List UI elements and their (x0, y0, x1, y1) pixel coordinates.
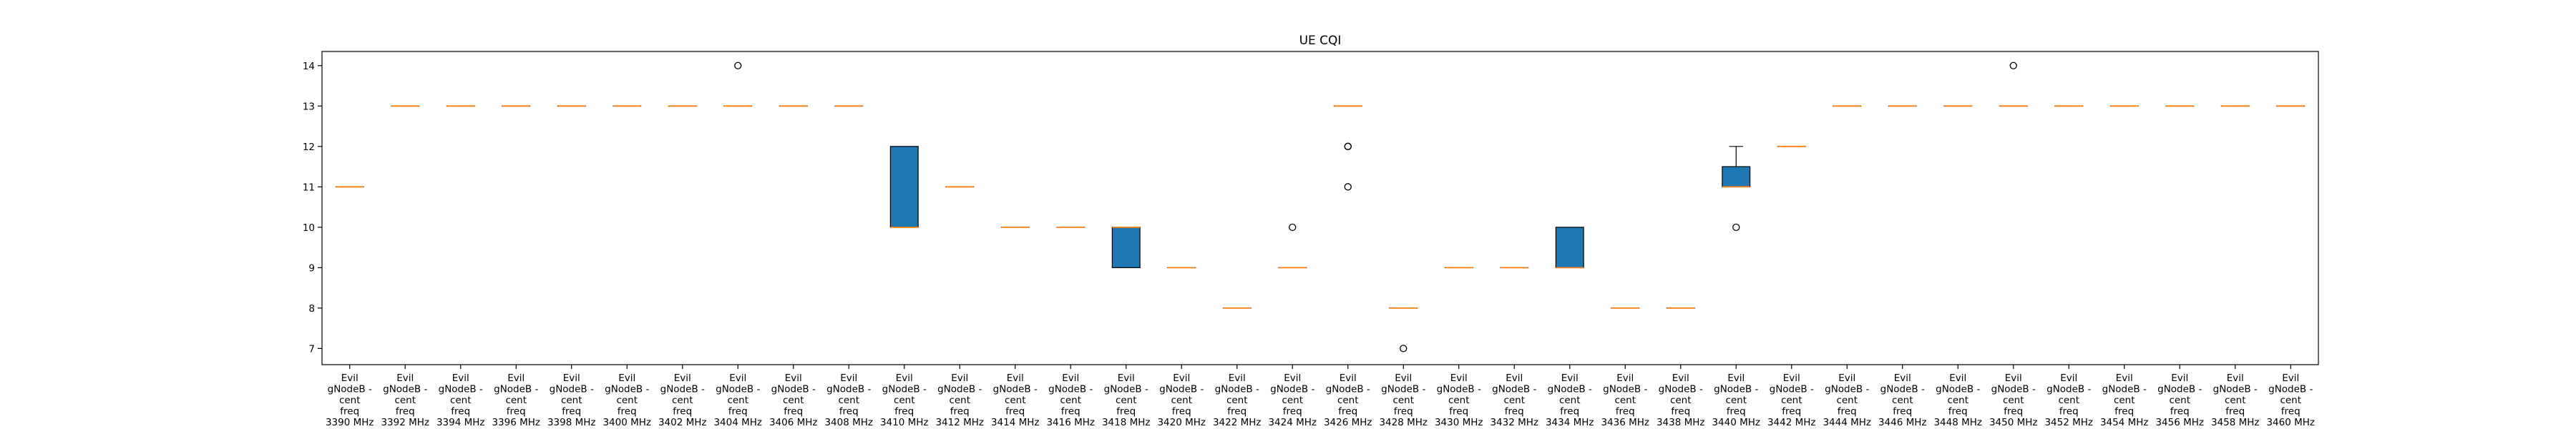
x-tick-label: Evil gNodeB -cent freq 3396 MHz (492, 373, 540, 428)
box-body (1111, 227, 1141, 268)
y-tick-label: 10 (303, 222, 315, 234)
outlier-point (1344, 142, 1352, 150)
x-tick-label: Evil gNodeB -cent freq 3416 MHz (1046, 373, 1095, 428)
x-tick-label: Evil gNodeB -cent freq 3452 MHz (2044, 373, 2093, 428)
x-tick-label: Evil gNodeB -cent freq 3414 MHz (991, 373, 1040, 428)
x-tick-label: Evil gNodeB -cent freq 3422 MHz (1213, 373, 1262, 428)
box-group (1278, 223, 1307, 269)
x-tick-label: Evil gNodeB -cent freq 3400 MHz (602, 373, 651, 428)
x-tick-label: Evil gNodeB -cent freq 3390 MHz (326, 373, 374, 428)
x-tick-label: Evil gNodeB -cent freq 3410 MHz (880, 373, 929, 428)
x-tick-label: Evil gNodeB -cent freq 3430 MHz (1435, 373, 1483, 428)
chart-title: UE CQI (1299, 34, 1342, 48)
x-tick-label: Evil gNodeB -cent freq 3450 MHz (1989, 373, 2038, 428)
x-tick-label: Evil gNodeB -cent freq 3418 MHz (1102, 373, 1151, 428)
x-tick-label: Evil gNodeB -cent freq 3436 MHz (1601, 373, 1649, 428)
y-tick-label: 7 (308, 343, 315, 355)
box-group (1555, 227, 1584, 269)
y-tick-label: 8 (308, 303, 315, 315)
outlier-point (734, 61, 742, 69)
x-tick-label: Evil gNodeB -cent freq 3402 MHz (658, 373, 707, 428)
y-axis: 7 8 9 10 11 12 13 14 (303, 61, 322, 355)
x-tick-label: Evil gNodeB -cent freq 3404 MHz (713, 373, 762, 428)
x-tick-label: Evil gNodeB -cent freq 3408 MHz (824, 373, 873, 428)
x-tick-label: Evil gNodeB -cent freq 3424 MHz (1268, 373, 1317, 428)
x-tick-label: Evil gNodeB -cent freq 3392 MHz (381, 373, 429, 428)
box-group (723, 61, 753, 107)
x-tick-label: Evil gNodeB -cent freq 3456 MHz (2155, 373, 2204, 428)
outlier-point (1289, 223, 1297, 231)
x-tick-label: Evil gNodeB -cent freq 3442 MHz (1767, 373, 1816, 428)
boxes-layer (335, 61, 2306, 352)
box-body (1722, 166, 1751, 187)
y-tick-label: 13 (303, 101, 315, 112)
x-tick-label: Evil gNodeB -cent freq 3432 MHz (1490, 373, 1538, 428)
outlier-point (1732, 223, 1740, 231)
box-body (889, 146, 919, 228)
x-tick-label: Evil gNodeB -cent freq 3444 MHz (1823, 373, 1871, 428)
y-tick-label: 9 (308, 262, 315, 274)
x-tick-label: Evil gNodeB -cent freq 3446 MHz (1878, 373, 1927, 428)
x-tick-label: Evil gNodeB -cent freq 3438 MHz (1657, 373, 1705, 428)
outlier-point (1344, 183, 1352, 191)
x-tick-label: Evil gNodeB -cent freq 3460 MHz (2266, 373, 2315, 428)
y-tick-label: 11 (303, 182, 315, 193)
y-tick-label: 12 (303, 142, 315, 153)
x-tick-label: Evil gNodeB -cent freq 3412 MHz (935, 373, 984, 428)
x-tick-label: Evil gNodeB -cent freq 3426 MHz (1324, 373, 1372, 428)
x-tick-label: Evil gNodeB -cent freq 3398 MHz (547, 373, 596, 428)
box-group (1111, 226, 1141, 268)
box-group (889, 146, 919, 228)
x-tick-label: Evil gNodeB -cent freq 3440 MHz (1712, 373, 1760, 428)
box-body (1555, 227, 1584, 268)
outlier-point (2009, 61, 2017, 69)
box-group (1722, 146, 1751, 231)
x-tick-label: Evil gNodeB -cent freq 3434 MHz (1546, 373, 1594, 428)
x-tick-label: Evil gNodeB -cent freq 3420 MHz (1157, 373, 1206, 428)
box-group (1333, 105, 1362, 191)
x-tick-label: Evil gNodeB -cent freq 3428 MHz (1379, 373, 1428, 428)
x-tick-label: Evil gNodeB -cent freq 3454 MHz (2100, 373, 2149, 428)
x-tick-label: Evil gNodeB -cent freq 3406 MHz (769, 373, 818, 428)
y-tick-label: 14 (303, 61, 315, 72)
x-tick-label: Evil gNodeB -cent freq 3458 MHz (2211, 373, 2260, 428)
x-tick-label: Evil gNodeB -cent freq 3448 MHz (1933, 373, 1982, 428)
box-group (1389, 307, 1418, 352)
box-group (1999, 61, 2028, 107)
outlier-point (1400, 345, 1407, 352)
x-tick-label: Evil gNodeB -cent freq 3394 MHz (436, 373, 485, 428)
plot-frame (321, 51, 2319, 365)
